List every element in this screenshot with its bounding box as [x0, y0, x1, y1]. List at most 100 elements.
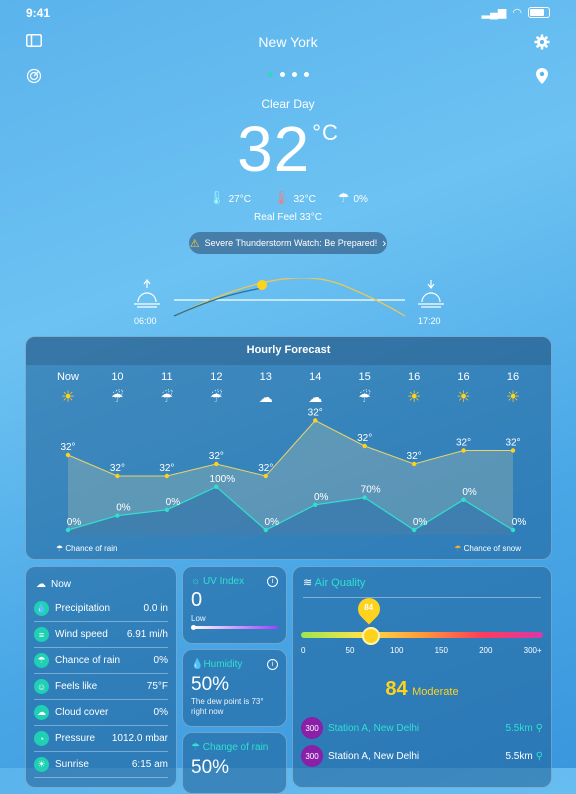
rain-point [164, 507, 170, 513]
change-of-rain-card[interactable]: ☂ Change of rain 50% [182, 732, 287, 794]
rain-label: 0% [314, 492, 329, 503]
aqi-label: Moderate [412, 686, 459, 698]
sun-arc [134, 278, 444, 317]
uv-value: 0 [191, 589, 203, 611]
radar-icon[interactable] [26, 68, 42, 88]
uv-index-card[interactable]: ☼ UV Index i 0 Low [182, 566, 287, 644]
temperature-point [411, 461, 417, 467]
hour-label: 16 [457, 371, 469, 383]
sunset-icon [418, 280, 444, 308]
condition-text: Clear Day [261, 97, 315, 111]
now-panel[interactable]: ☁ Now 💧 Precipitation 0.0 in ≡ Wind speed 6.9… [25, 566, 177, 788]
hourly-chart: Now ☀ 32° 0% 10 ☔ 32° 0% 11 ☔ 32° 0% 12 ☔ 32° 100% 13 ☁ 32… [57, 371, 527, 535]
info-icon[interactable]: i [267, 576, 278, 587]
rain-cloud-icon: ☔ [210, 388, 223, 406]
now-header: ☁ Now [36, 579, 72, 590]
pressure-icon: ◔ [34, 731, 49, 746]
legend-rain: ☂ Chance of rain [56, 544, 118, 553]
warning-icon: ⚠ [189, 237, 200, 250]
map-pin-icon: ⚲ [535, 750, 543, 762]
rain-point [411, 527, 417, 533]
uv-scale-bar [191, 625, 278, 630]
map-pin-icon: ⚲ [535, 722, 543, 734]
temperature-label: 32° [258, 463, 273, 474]
aqi-scale: 0 50 100 150 200 300+ [301, 646, 543, 656]
station-distance: 5.5km [505, 722, 533, 734]
signal-icon: ▂▄▆ [481, 7, 507, 19]
temperature-line [67, 419, 513, 477]
rain-cloud-icon: ☂ [337, 190, 350, 205]
station-list: 300 Station A, New Delhi 5.5km ⚲ 300 Sta… [293, 717, 551, 767]
temperature-point [263, 473, 268, 479]
sun-icon: ☀ [407, 387, 421, 406]
rain-cloud-icon: ☔ [161, 388, 174, 406]
hour-label: 11 [161, 371, 172, 383]
sun-outline-icon: ☼ [191, 576, 203, 587]
rain-cloud-icon: ☔ [358, 388, 371, 406]
aqi-marker [361, 627, 380, 645]
temperature-label: 32° [308, 408, 323, 419]
air-quality-card[interactable]: ≋ Air Quality 84 0 50 100 150 200 300+ 84 Mod… [292, 566, 552, 788]
station-name: Station A, New Delhi [328, 750, 420, 762]
station-row[interactable]: 300 Station A, New Delhi 5.5km ⚲ [301, 717, 543, 739]
rain-point [263, 527, 268, 533]
rain-area [68, 486, 513, 535]
temperature-label: 32° [357, 433, 372, 444]
aqi-summary: 84 Moderate [293, 678, 551, 701]
info-icon[interactable]: i [267, 659, 278, 670]
high-temp: 🌡 32°C [272, 190, 316, 205]
rain-label: 0% [166, 497, 181, 508]
rain-point [313, 502, 318, 507]
temperature-label: 32° [110, 463, 125, 474]
uv-marker [191, 625, 196, 630]
sunrise-small-icon: ☀ [34, 757, 49, 772]
detail-row: ☁ Cloud cover 0% [34, 700, 168, 726]
humidity-card[interactable]: 💧Humidity i 50% The dew point is 73° rig… [182, 649, 287, 727]
uv-level: Low [191, 614, 206, 623]
battery-icon [528, 7, 550, 18]
aqi-value: 84 [385, 678, 408, 700]
cloud-icon: ☁ [259, 390, 273, 406]
location-pin-icon[interactable] [536, 68, 548, 88]
rain-cloud-icon: ☔ [111, 388, 124, 406]
hour-label: 10 [111, 371, 123, 383]
cloud-icon: ☁ [308, 390, 322, 406]
precip-chance: ☂ 0% [337, 190, 368, 205]
station-row[interactable]: 300 Station A, New Delhi 5.5km ⚲ [301, 745, 543, 767]
rain-label: 0% [512, 517, 527, 528]
temperature-point [214, 461, 219, 467]
rain-label: 100% [210, 474, 236, 485]
divider [303, 597, 541, 598]
rain-point [65, 527, 71, 533]
thermometer-low-icon: 🌡 [208, 190, 225, 205]
temperature-value: 32 [237, 113, 311, 185]
page-indicator[interactable] [0, 72, 576, 77]
alert-text: Severe Thunderstorm Watch: Be Prepared! [204, 238, 378, 248]
detail-row: ◔ Pressure 1012.0 mbar [34, 726, 168, 752]
detail-row: ≡ Wind speed 6.91 mi/h [34, 622, 168, 648]
snow-legend-icon: ☂ [454, 544, 464, 553]
detail-row: 💧 Precipitation 0.0 in [34, 596, 168, 622]
city-title[interactable]: New York [258, 34, 318, 50]
rain-cloud-icon: ☂ [191, 742, 203, 753]
sidebar-toggle-icon[interactable] [26, 34, 42, 51]
legend-snow: ☂ Chance of snow [454, 544, 521, 553]
humidity-note: The dew point is 73° right now [191, 697, 264, 716]
cloud-icon: ☁ [36, 579, 46, 590]
location-arrow-icon [267, 72, 273, 77]
temperature-label: 32° [456, 438, 471, 449]
temperature-summary: 🌡 27°C 🌡 32°C ☂ 0% [0, 190, 576, 206]
settings-gear-icon[interactable] [534, 34, 550, 54]
sunset-time: 17:20 [418, 316, 441, 326]
hourly-forecast-card[interactable]: Hourly Forecast Now ☀ 32° 0% 10 ☔ 32° 0% 11 ☔ 32° 0… [25, 336, 552, 560]
sunrise-time: 06:00 [134, 316, 157, 326]
sun-icon: ☀ [61, 387, 75, 406]
humidity-value: 50% [191, 674, 230, 695]
aqi-scale-tick: 200 [479, 646, 493, 655]
sun-position-icon [257, 280, 267, 290]
weather-alert-banner[interactable]: ⚠ Severe Thunderstorm Watch: Be Prepared… [189, 232, 387, 254]
hour-label: 14 [309, 371, 321, 383]
temperature-label: 32° [209, 451, 224, 462]
rain-label: 70% [361, 485, 381, 496]
aqi-pin-value: 84 [364, 603, 374, 612]
